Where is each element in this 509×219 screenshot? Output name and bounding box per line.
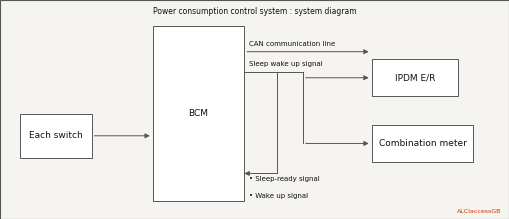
Text: Sleep wake up signal: Sleep wake up signal <box>249 62 323 67</box>
Text: Combination meter: Combination meter <box>379 139 466 148</box>
Text: • Sleep-ready signal: • Sleep-ready signal <box>249 176 320 182</box>
Bar <box>20 114 92 158</box>
Text: • Wake up signal: • Wake up signal <box>249 193 308 199</box>
Bar <box>153 26 244 201</box>
Bar <box>372 59 458 96</box>
Text: ALCIaccessGB: ALCIaccessGB <box>457 208 501 214</box>
Bar <box>372 125 473 162</box>
Text: Each switch: Each switch <box>29 131 83 140</box>
Text: CAN communication line: CAN communication line <box>249 41 335 47</box>
Text: BCM: BCM <box>188 109 209 118</box>
Text: IPDM E/R: IPDM E/R <box>394 73 435 82</box>
Text: Power consumption control system : system diagram: Power consumption control system : syste… <box>153 7 356 16</box>
